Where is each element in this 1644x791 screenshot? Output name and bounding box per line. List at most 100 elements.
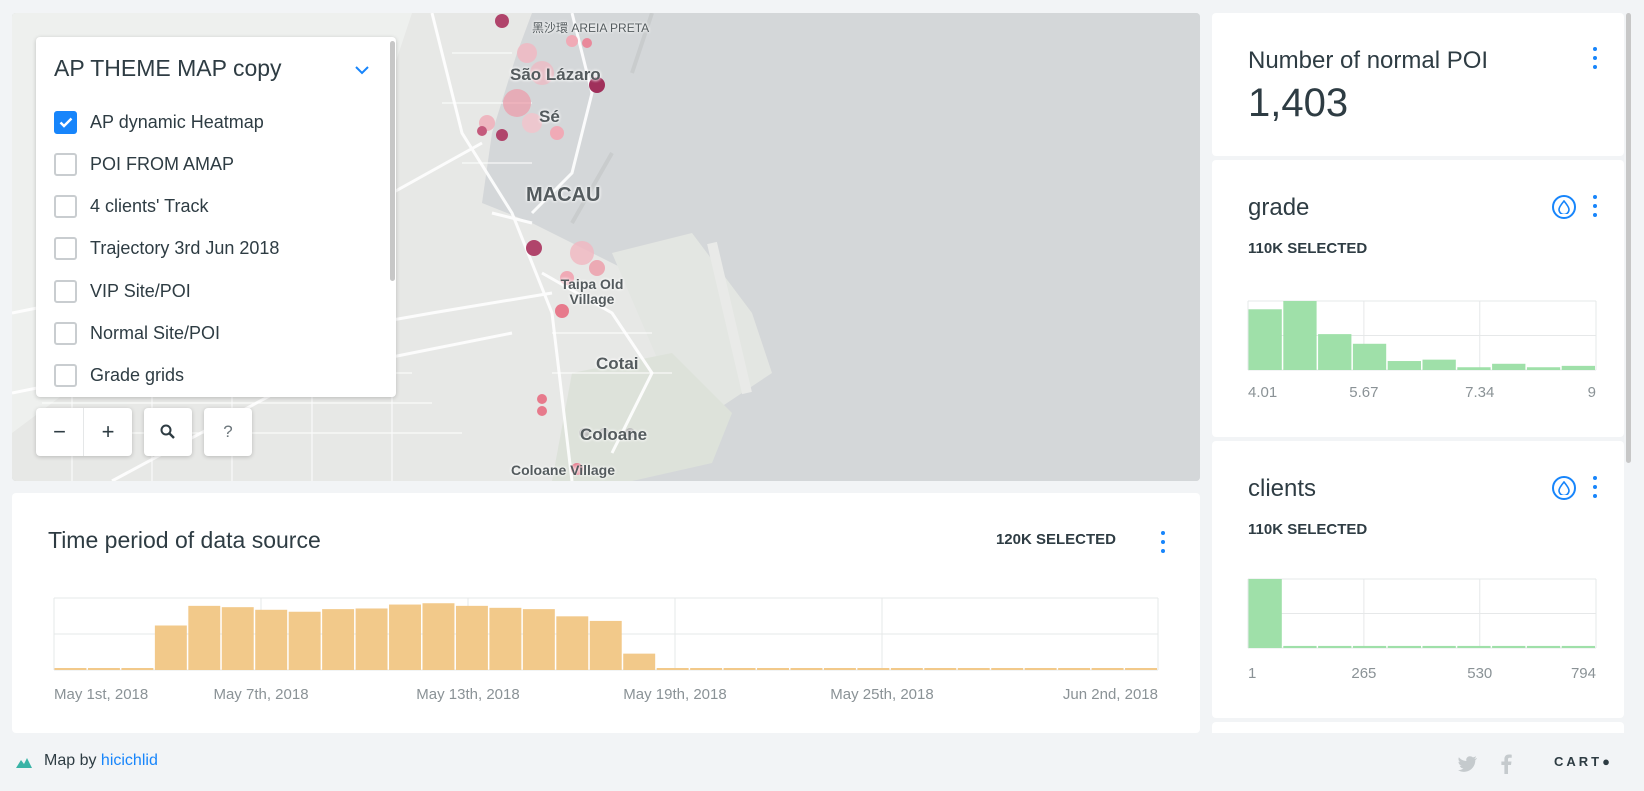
histogram-bar[interactable] — [690, 668, 723, 670]
histogram-bar[interactable] — [857, 668, 890, 670]
chevron-down-icon[interactable] — [354, 63, 370, 75]
histogram-bar[interactable] — [54, 668, 87, 670]
checkbox[interactable] — [54, 236, 77, 260]
color-drop-icon[interactable] — [1552, 476, 1576, 500]
sidebar-scrollbar[interactable] — [1626, 13, 1631, 463]
histogram-bar[interactable] — [288, 611, 321, 670]
normal-poi-menu-icon[interactable] — [1592, 47, 1598, 69]
histogram-bar[interactable] — [154, 625, 187, 670]
histogram-bar[interactable] — [1283, 301, 1317, 370]
histogram-bar[interactable] — [455, 605, 488, 670]
histogram-bar[interactable] — [1318, 645, 1352, 648]
color-drop-icon[interactable] — [1552, 195, 1576, 219]
histogram-bar[interactable] — [1387, 645, 1421, 648]
histogram-bar[interactable] — [355, 608, 388, 670]
layer-item[interactable]: Trajectory 3rd Jun 2018 — [54, 233, 279, 263]
histogram-bar[interactable] — [1387, 361, 1421, 370]
widgets-sidebar: Number of normal POI 1,403 grade 110K SE… — [1212, 13, 1624, 733]
histogram-bar[interactable] — [1457, 367, 1491, 370]
histogram-bar[interactable] — [1422, 645, 1456, 648]
axis-tick-label: 1 — [1248, 665, 1256, 682]
histogram-bar[interactable] — [556, 616, 589, 670]
check-icon — [59, 117, 72, 128]
clients-selected-count: 110K SELECTED — [1248, 521, 1368, 538]
histogram-bar[interactable] — [1352, 343, 1387, 370]
layer-item[interactable]: Grade grids — [54, 360, 184, 390]
footer-user-link[interactable]: hicichlid — [100, 752, 158, 769]
search-button[interactable] — [144, 408, 192, 456]
histogram-bar[interactable] — [1492, 363, 1526, 370]
histogram-bar[interactable] — [924, 668, 957, 670]
checkbox[interactable] — [54, 152, 77, 176]
histogram-bar[interactable] — [87, 668, 120, 670]
histogram-bar[interactable] — [221, 607, 254, 670]
histogram-bar[interactable] — [1526, 645, 1561, 648]
histogram-bar[interactable] — [890, 668, 923, 670]
histogram-bar[interactable] — [623, 653, 656, 670]
zoom-in-button[interactable]: + — [101, 419, 115, 444]
map-label-cotai: Cotai — [596, 354, 639, 373]
layer-panel-scrollbar[interactable] — [390, 41, 395, 281]
histogram-bar[interactable] — [1091, 668, 1124, 670]
histogram-bar[interactable] — [957, 668, 990, 670]
facebook-icon[interactable] — [1500, 754, 1512, 774]
histogram-bar[interactable] — [1352, 645, 1387, 648]
map-label-coloane: Coloane — [580, 425, 648, 444]
checkbox-checked[interactable] — [54, 110, 77, 134]
time-histogram[interactable]: May 1st, 2018 May 7th, 2018 May 13th, 2018… — [12, 493, 1200, 733]
histogram-bar[interactable] — [1248, 309, 1282, 370]
histogram-bar[interactable] — [322, 609, 355, 670]
histogram-bar[interactable] — [1561, 365, 1595, 370]
histogram-bar[interactable] — [656, 668, 689, 670]
time-series-widget: Time period of data source 120K SELECTED… — [12, 493, 1200, 733]
search-icon — [160, 424, 175, 439]
histogram-bar[interactable] — [790, 668, 823, 670]
histogram-bar[interactable] — [1058, 668, 1091, 670]
layer-item[interactable]: VIP Site/POI — [54, 276, 191, 306]
histogram-bar[interactable] — [1457, 645, 1491, 648]
checkbox[interactable] — [54, 321, 77, 345]
layer-item[interactable]: 4 clients' Track — [54, 191, 208, 221]
twitter-icon[interactable] — [1458, 755, 1478, 773]
clients-widget: clients 110K SELECTED 1 265 530 794 — [1212, 441, 1624, 718]
layer-item[interactable]: AP dynamic Heatmap — [54, 107, 264, 137]
histogram-bar[interactable] — [823, 668, 856, 670]
layer-item[interactable]: POI FROM AMAP — [54, 149, 234, 179]
histogram-bar[interactable] — [121, 668, 154, 670]
checkbox[interactable] — [54, 363, 77, 387]
checkbox[interactable] — [54, 279, 77, 303]
histogram-bar[interactable] — [1561, 645, 1595, 648]
grade-histogram[interactable]: 4.01 5.67 7.34 9 — [1212, 160, 1624, 437]
carto-logo[interactable]: CART● — [1554, 754, 1613, 769]
histogram-bar[interactable] — [589, 620, 622, 670]
histogram-bar[interactable] — [255, 609, 288, 670]
histogram-bar[interactable] — [1283, 645, 1317, 648]
histogram-bar[interactable] — [1492, 645, 1526, 648]
histogram-bar[interactable] — [757, 668, 789, 670]
axis-tick-label: May 13th, 2018 — [416, 686, 519, 703]
histogram-bar[interactable] — [489, 607, 522, 670]
histogram-bar[interactable] — [1318, 334, 1352, 370]
histogram-bar[interactable] — [1248, 579, 1282, 648]
zoom-out-button[interactable]: − — [36, 408, 84, 456]
time-widget-menu-icon[interactable] — [1160, 531, 1166, 553]
histogram-bar[interactable] — [389, 604, 421, 670]
layer-item[interactable]: Normal Site/POI — [54, 318, 220, 348]
map-label-coloane-village: Coloane Village — [511, 462, 615, 478]
histogram-bar[interactable] — [1024, 668, 1057, 670]
histogram-bar[interactable] — [723, 668, 756, 670]
histogram-bar[interactable] — [1526, 367, 1561, 370]
histogram-bar[interactable] — [422, 603, 455, 670]
histogram-bar[interactable] — [522, 609, 555, 670]
histogram-bar[interactable] — [991, 668, 1024, 670]
grade-menu-icon[interactable] — [1592, 195, 1598, 217]
checkbox[interactable] — [54, 194, 77, 218]
histogram-bar[interactable] — [1422, 359, 1456, 370]
clients-histogram[interactable]: 1 265 530 794 — [1212, 441, 1624, 718]
layer-panel-title: AP THEME MAP copy — [54, 55, 282, 81]
histogram-bar[interactable] — [188, 605, 221, 670]
clients-menu-icon[interactable] — [1592, 476, 1598, 498]
layer-selector-panel: AP THEME MAP copy AP dynamic Heatmap POI … — [36, 37, 396, 397]
help-button[interactable]: ? — [204, 408, 252, 456]
histogram-bar[interactable] — [1125, 668, 1157, 670]
